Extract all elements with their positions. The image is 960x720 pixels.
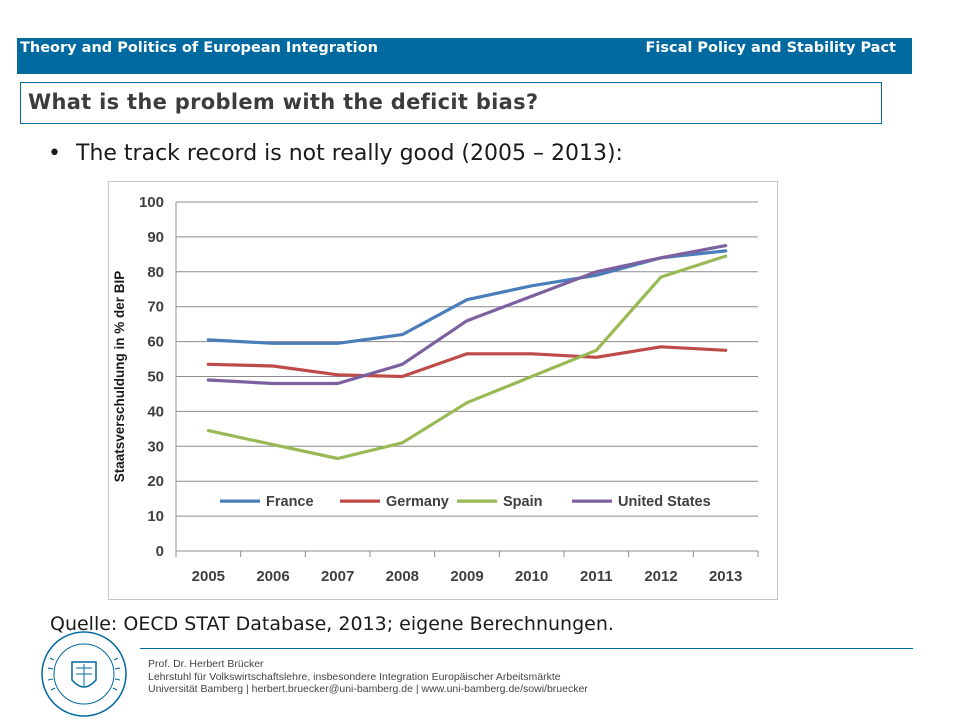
- x-tick-label: 2007: [321, 568, 354, 585]
- x-tick-label: 2011: [580, 568, 613, 585]
- university-seal-logo: [41, 631, 127, 717]
- y-tick-label: 70: [147, 299, 164, 316]
- x-tick-label: 2006: [256, 568, 289, 585]
- y-tick-label: 50: [147, 369, 164, 386]
- footer-divider: [140, 648, 913, 649]
- x-tick-label: 2009: [450, 568, 483, 585]
- series-line-spain: [206, 254, 728, 461]
- legend-label: Germany: [386, 494, 449, 510]
- y-axis-title: Staatsverschuldung in % der BIP: [112, 271, 127, 483]
- y-tick-label: 100: [139, 194, 164, 211]
- chart-frame: [108, 181, 778, 600]
- header-course-title: Theory and Politics of European Integrat…: [20, 40, 378, 56]
- y-tick-label: 0: [156, 543, 164, 560]
- y-tick-label: 10: [147, 508, 164, 525]
- series-line-france: [206, 249, 728, 345]
- y-tick-label: 30: [147, 438, 164, 455]
- footer-chair: Lehrstuhl für Volkswirtschaftslehre, ins…: [148, 670, 561, 683]
- y-tick-label: 90: [147, 229, 164, 246]
- source-note: Quelle: OECD STAT Database, 2013; eigene…: [50, 613, 614, 635]
- bullet-text: The track record is not really good (200…: [76, 141, 623, 166]
- footer-text: Prof. Dr. Herbert Brücker Lehrstuhl für …: [148, 658, 588, 696]
- y-tick-label: 20: [147, 473, 164, 490]
- slide-title: What is the problem with the deficit bia…: [28, 90, 539, 114]
- legend-label: France: [266, 494, 314, 510]
- header-bar: Theory and Politics of European Integrat…: [17, 38, 912, 74]
- bullet-item: • The track record is not really good (20…: [48, 141, 623, 166]
- debt-line-chart: 0 10 20 30 40 50 60 70 80 90 100 2005 2006 2007 2008 20…: [112, 194, 759, 585]
- slide-title-box: What is the problem with the deficit bia…: [20, 82, 882, 124]
- x-tick-label: 2013: [709, 568, 742, 585]
- footer-contact: Universität Bamberg | herbert.bruecker@u…: [148, 683, 588, 695]
- series-line-united-states: [206, 243, 728, 386]
- y-tick-label: 40: [147, 403, 164, 420]
- x-tick-label: 2005: [192, 568, 225, 585]
- header-topic-title: Fiscal Policy and Stability Pact: [645, 40, 897, 56]
- x-tick-label: 2008: [386, 568, 419, 585]
- footer-author: Prof. Dr. Herbert Brücker: [148, 658, 264, 670]
- legend-label: Spain: [503, 494, 542, 510]
- x-tick-label: 2010: [515, 568, 548, 585]
- series-line-germany: [206, 345, 728, 379]
- y-tick-label: 60: [147, 334, 164, 351]
- legend-label: United States: [618, 494, 711, 510]
- bullet-dot: •: [48, 141, 61, 166]
- x-tick-label: 2012: [644, 568, 677, 585]
- y-tick-label: 80: [147, 264, 164, 281]
